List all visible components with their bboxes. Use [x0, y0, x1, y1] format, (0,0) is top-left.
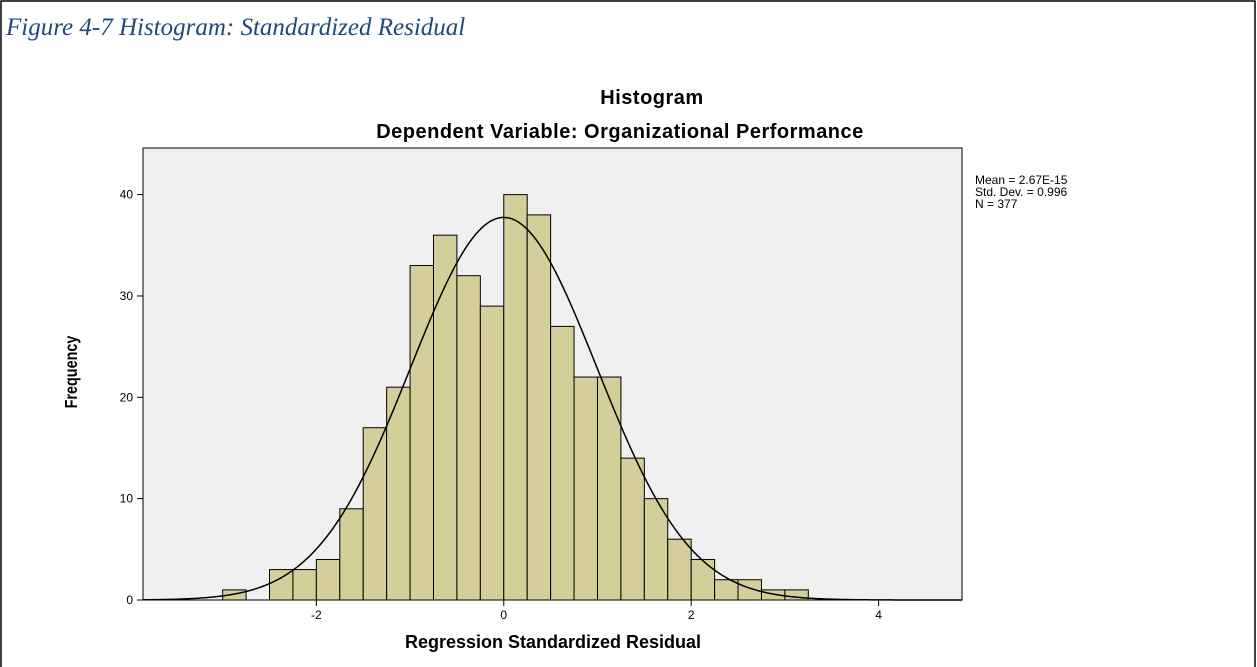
bar	[573, 376, 598, 601]
stat-label: Std. Dev. = 0.996	[975, 185, 1067, 199]
bar	[409, 265, 434, 601]
bar	[503, 194, 528, 601]
figure-caption: Figure 4-7 Histogram: Standardized Resid…	[5, 14, 465, 41]
bar	[339, 508, 364, 601]
y-tick-label: 10	[120, 492, 134, 506]
bar	[315, 558, 341, 601]
bar	[620, 457, 645, 601]
bar	[456, 275, 481, 601]
y-axis-label: Frequency	[62, 336, 82, 409]
bar	[269, 569, 294, 601]
plot-border	[142, 147, 963, 601]
y-tick-label: 30	[120, 289, 134, 303]
x-tick-label: 4	[875, 608, 882, 622]
chart-subtitle: Dependent Variable: Organizational Perfo…	[376, 121, 864, 143]
x-tick-label: 2	[688, 608, 695, 622]
bar	[432, 234, 458, 601]
bar	[479, 305, 505, 601]
bar	[596, 376, 622, 601]
y-tick-label: 20	[120, 390, 134, 404]
y-tick-label: 40	[120, 188, 134, 202]
x-tick-label: -2	[311, 608, 322, 622]
bar	[667, 538, 692, 601]
x-tick-label: 0	[500, 608, 507, 622]
bar	[526, 214, 552, 601]
stat-label: Mean = 2.67E-15	[975, 173, 1068, 187]
bar	[292, 569, 317, 601]
normal-curve	[142, 216, 962, 601]
bar	[550, 325, 575, 601]
chart-title: Histogram	[600, 87, 703, 109]
x-axis-label: Regression Standardized Residual	[405, 632, 701, 652]
y-tick-label: 0	[126, 593, 133, 607]
stat-label: N = 377	[975, 197, 1018, 211]
bar	[690, 558, 716, 601]
